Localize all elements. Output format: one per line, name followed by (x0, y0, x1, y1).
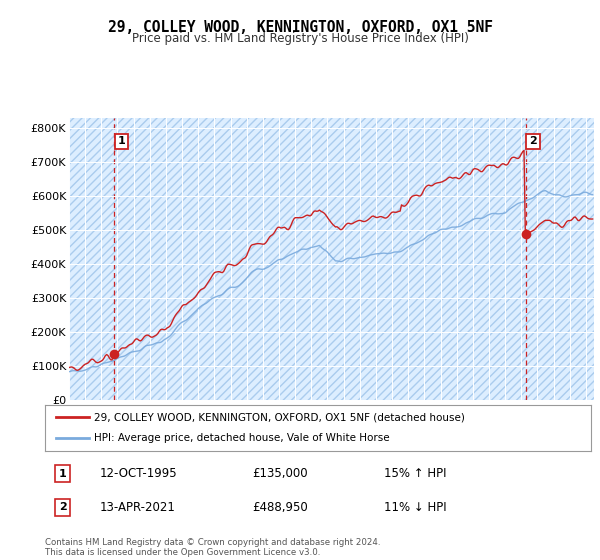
Text: 11% ↓ HPI: 11% ↓ HPI (383, 501, 446, 514)
Text: 12-OCT-1995: 12-OCT-1995 (100, 467, 177, 480)
Text: 13-APR-2021: 13-APR-2021 (100, 501, 175, 514)
Text: Price paid vs. HM Land Registry's House Price Index (HPI): Price paid vs. HM Land Registry's House … (131, 32, 469, 45)
Text: £488,950: £488,950 (253, 501, 308, 514)
Text: 29, COLLEY WOOD, KENNINGTON, OXFORD, OX1 5NF: 29, COLLEY WOOD, KENNINGTON, OXFORD, OX1… (107, 20, 493, 35)
Text: 2: 2 (529, 137, 537, 147)
Text: 29, COLLEY WOOD, KENNINGTON, OXFORD, OX1 5NF (detached house): 29, COLLEY WOOD, KENNINGTON, OXFORD, OX1… (94, 412, 465, 422)
Text: 1: 1 (59, 469, 67, 479)
Text: 15% ↑ HPI: 15% ↑ HPI (383, 467, 446, 480)
Text: HPI: Average price, detached house, Vale of White Horse: HPI: Average price, detached house, Vale… (94, 433, 390, 444)
Text: 2: 2 (59, 502, 67, 512)
Text: Contains HM Land Registry data © Crown copyright and database right 2024.
This d: Contains HM Land Registry data © Crown c… (45, 538, 380, 557)
Text: 1: 1 (117, 137, 125, 147)
Text: £135,000: £135,000 (253, 467, 308, 480)
